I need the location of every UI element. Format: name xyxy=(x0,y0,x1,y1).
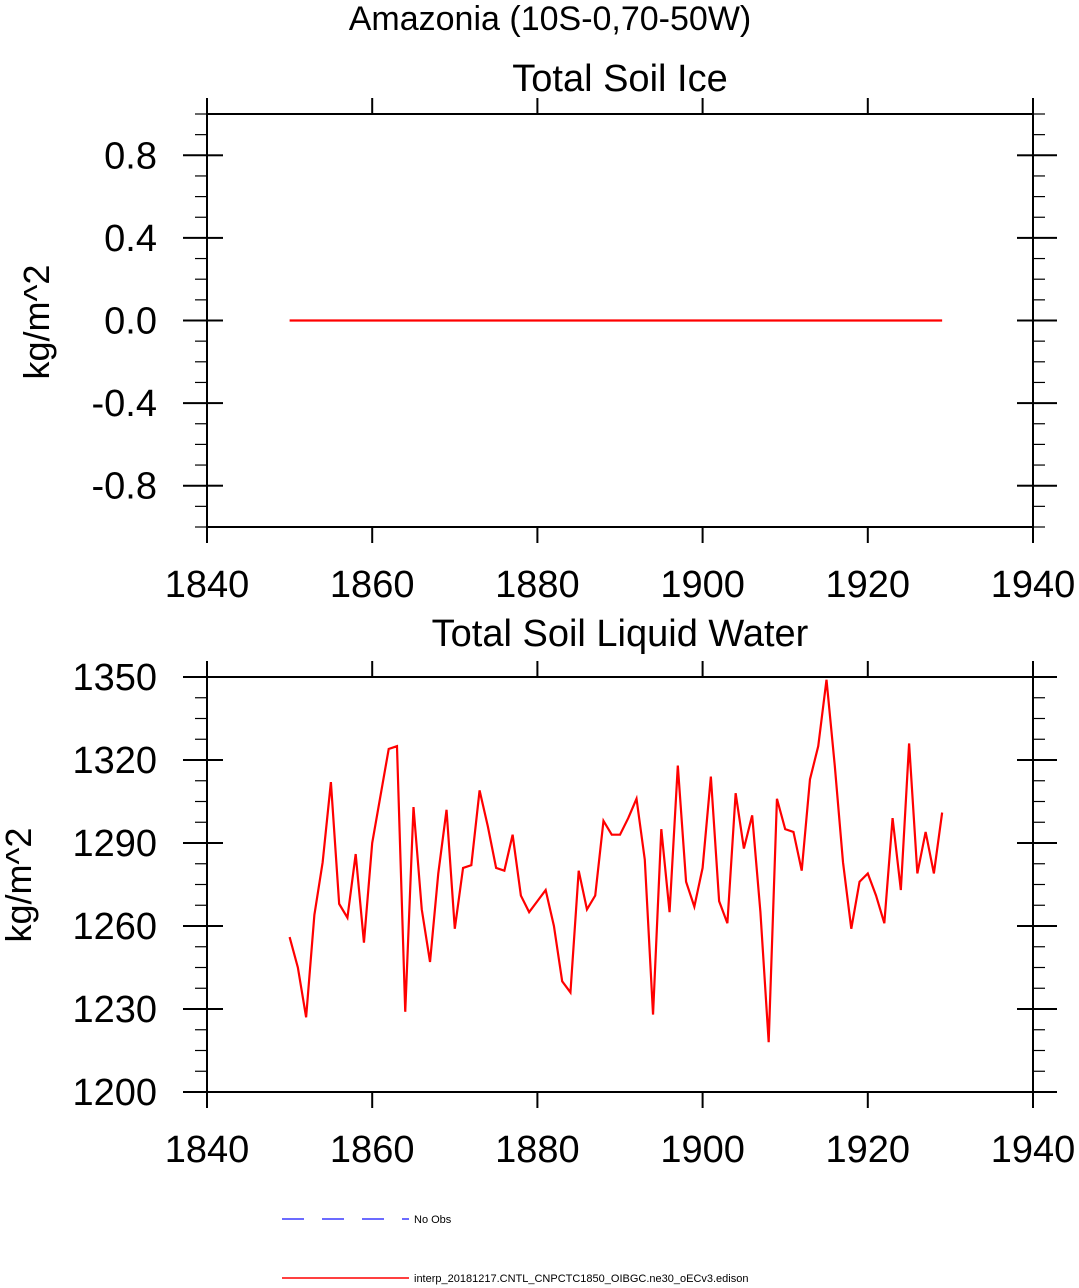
figure-title: Amazonia (10S-0,70-50W) xyxy=(349,0,752,38)
y-tick-label: -0.8 xyxy=(92,466,157,508)
x-tick-label: 1840 xyxy=(165,564,250,606)
x-tick-label: 1900 xyxy=(660,1129,745,1171)
y-axis-label-soil-liquid-water: kg/m^2 xyxy=(0,828,39,943)
y-tick-label: 1260 xyxy=(72,906,157,948)
x-tick-label: 1900 xyxy=(660,564,745,606)
x-tick-label: 1880 xyxy=(495,1129,580,1171)
chart-title-soil-ice: Total Soil Ice xyxy=(512,58,727,100)
y-tick-label: 1350 xyxy=(72,657,157,699)
legend: No Obs interp_20181217.CNTL_CNPCTC1850_O… xyxy=(282,1214,748,1285)
x-tick-label: 1940 xyxy=(991,1129,1076,1171)
x-tick-label: 1860 xyxy=(330,564,415,606)
y-tick-label: 1290 xyxy=(72,823,157,865)
x-tick-label: 1920 xyxy=(826,564,911,606)
x-tick-label: 1940 xyxy=(991,564,1076,606)
y-tick-label: 0.4 xyxy=(104,218,157,260)
y-tick-label: 1320 xyxy=(72,740,157,782)
chart-title-soil-liquid-water: Total Soil Liquid Water xyxy=(432,613,809,655)
x-tick-label: 1920 xyxy=(826,1129,911,1171)
tick-labels-soil-liquid-water: 1840 1860 1880 1900 1920 1940 1350 1320 1290 1260… xyxy=(72,657,1075,1171)
x-tick-label: 1880 xyxy=(495,564,580,606)
y-tick-label: -0.4 xyxy=(92,383,157,425)
x-tick-label: 1860 xyxy=(330,1129,415,1171)
legend-label-no-obs: No Obs xyxy=(414,1214,452,1226)
panel-total-soil-ice: Total Soil Ice kg/m^2 1840 1860 1880 1900 19… xyxy=(16,58,1075,606)
ticks-soil-liquid-water xyxy=(183,661,1057,1108)
legend-label-model: interp_20181217.CNTL_CNPCTC1850_OIBGC.ne… xyxy=(414,1273,748,1285)
y-axis-label-soil-ice: kg/m^2 xyxy=(16,265,57,380)
y-tick-label: 0.8 xyxy=(104,135,157,177)
panel-total-soil-liquid-water: Total Soil Liquid Water kg/m^2 1840 1860 1… xyxy=(0,613,1075,1171)
y-tick-label: 1230 xyxy=(72,989,157,1031)
y-tick-label: 1200 xyxy=(72,1072,157,1114)
tick-labels-soil-ice: 1840 1860 1880 1900 1920 1940 0.8 0.4 0.0 -0.4 -0.… xyxy=(92,135,1076,606)
ticks-soil-ice xyxy=(183,98,1057,543)
plot-frame-soil-liquid-water xyxy=(206,676,1034,1093)
y-tick-label: 0.0 xyxy=(104,301,157,343)
x-tick-label: 1840 xyxy=(165,1129,250,1171)
series-line-soil-liquid-water xyxy=(288,679,944,1043)
series-soil-liquid-water xyxy=(288,679,944,1043)
